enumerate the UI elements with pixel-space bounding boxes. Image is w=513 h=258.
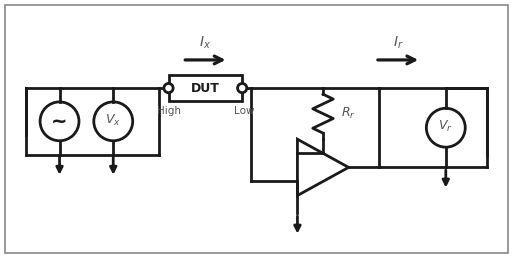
Text: $V_x$: $V_x$ <box>105 113 121 128</box>
Text: $V_r$: $V_r$ <box>439 119 453 134</box>
Text: High: High <box>156 106 181 116</box>
FancyBboxPatch shape <box>168 75 242 101</box>
Text: Low: Low <box>234 106 255 116</box>
Circle shape <box>164 84 173 93</box>
Text: ~: ~ <box>51 112 68 131</box>
Text: $R_r$: $R_r$ <box>341 106 356 121</box>
FancyBboxPatch shape <box>5 5 508 253</box>
Text: $I_r$: $I_r$ <box>393 34 403 51</box>
Circle shape <box>238 84 247 93</box>
Text: $I_x$: $I_x$ <box>200 34 211 51</box>
Text: DUT: DUT <box>191 82 220 95</box>
